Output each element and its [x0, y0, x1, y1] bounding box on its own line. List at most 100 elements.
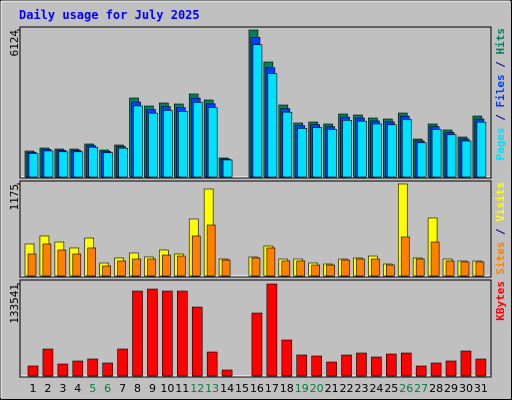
x-tick-label: 22 — [340, 382, 354, 395]
x-tick-label: 23 — [354, 382, 368, 395]
bar — [372, 123, 382, 178]
bar — [87, 247, 97, 277]
x-tick-label: 21 — [325, 382, 339, 395]
bar — [73, 151, 84, 178]
bar — [42, 348, 54, 377]
x-tick-label: 10 — [160, 382, 174, 395]
bar — [460, 350, 472, 377]
bar — [27, 253, 37, 277]
x-tick-label: 16 — [250, 382, 264, 395]
bar — [221, 259, 231, 277]
bar — [446, 134, 457, 178]
bar — [177, 255, 186, 277]
bar — [341, 354, 352, 377]
legend: Pages / Files / Hits — [494, 28, 507, 161]
bar — [266, 283, 278, 377]
bar — [191, 306, 203, 377]
legend-entry: Visits — [494, 182, 507, 222]
bar — [430, 362, 442, 377]
bar — [87, 358, 99, 377]
bar — [162, 254, 171, 277]
bar — [252, 44, 263, 178]
y-tick-label: 1175 — [8, 184, 21, 211]
bar — [445, 360, 457, 377]
bar — [387, 124, 397, 178]
legend-entry: Hits — [494, 28, 507, 55]
bar — [386, 353, 397, 377]
bar — [475, 261, 485, 277]
bar — [475, 358, 487, 377]
bar — [42, 243, 52, 277]
bar — [326, 361, 337, 377]
x-tick-label: 27 — [414, 382, 428, 395]
x-tick-label: 25 — [384, 382, 398, 395]
x-tick-label: 6 — [104, 382, 111, 395]
x-tick-label: 24 — [369, 382, 383, 395]
bar — [178, 111, 188, 178]
bar — [296, 354, 308, 377]
x-tick-label: 13 — [205, 382, 219, 395]
bar — [58, 151, 69, 178]
bar — [311, 264, 320, 277]
bar — [445, 260, 455, 277]
legend-separator: / — [494, 108, 507, 128]
x-tick-label: 15 — [235, 382, 249, 395]
x-tick-label: 2 — [44, 382, 51, 395]
bar — [162, 290, 173, 377]
x-tick-label: 12 — [190, 382, 204, 395]
bar — [266, 247, 276, 277]
x-tick-label: 11 — [175, 382, 189, 395]
bar — [133, 105, 143, 178]
bar — [461, 140, 472, 178]
bar — [148, 112, 158, 178]
legend-entry: Files — [494, 74, 507, 107]
x-tick-label: 18 — [280, 382, 294, 395]
bar — [132, 290, 143, 377]
bar — [206, 224, 216, 277]
bar — [27, 365, 39, 377]
bar — [311, 355, 322, 377]
bar — [117, 348, 128, 377]
x-tick-label: 17 — [265, 382, 279, 395]
bar — [415, 258, 425, 277]
x-tick-label: 3 — [59, 382, 66, 395]
bar — [282, 111, 293, 178]
x-tick-label: 20 — [310, 382, 324, 395]
x-tick-label: 4 — [74, 382, 81, 395]
bar — [57, 363, 69, 377]
legend-entry: KBytes — [494, 281, 507, 321]
bar — [117, 260, 126, 277]
chart-title: Daily usage for July 2025 — [19, 8, 200, 22]
x-tick-label: 31 — [474, 382, 488, 395]
bar — [267, 73, 278, 178]
legend-separator: / — [494, 55, 507, 75]
bar — [400, 352, 412, 377]
y-tick-label: 133541 — [8, 284, 21, 324]
bar — [72, 360, 84, 377]
bar — [371, 356, 382, 377]
x-tick-label: 8 — [134, 382, 141, 395]
bar — [281, 339, 293, 377]
x-tick-label: 14 — [220, 382, 234, 395]
bar — [371, 258, 380, 277]
bar — [57, 249, 67, 277]
bar — [326, 264, 335, 277]
x-tick-label: 5 — [89, 382, 96, 395]
bar — [118, 147, 128, 178]
bar — [431, 129, 442, 178]
bar — [401, 119, 412, 178]
bar — [341, 259, 350, 277]
bar — [460, 261, 470, 277]
bar — [400, 236, 410, 277]
bar — [415, 365, 427, 377]
bar — [103, 152, 113, 178]
bar — [416, 142, 427, 178]
x-tick-label: 7 — [119, 382, 126, 395]
x-tick-label: 19 — [295, 382, 309, 395]
bar — [72, 253, 82, 277]
legend: Sites / Visits — [494, 182, 507, 275]
bar — [327, 129, 337, 178]
bar — [147, 288, 158, 377]
